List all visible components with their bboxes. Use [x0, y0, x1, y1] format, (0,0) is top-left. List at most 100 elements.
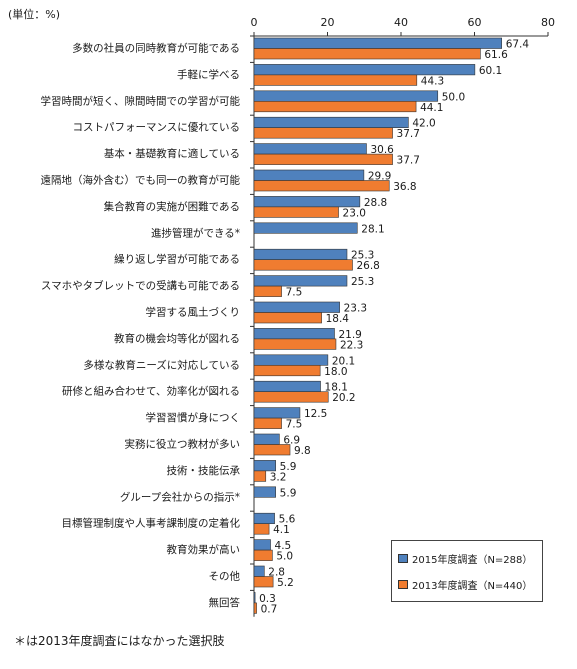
- bar-2015: [253, 275, 348, 287]
- x-tick-label: 40: [394, 16, 408, 29]
- data-label-2013: 44.3: [421, 75, 444, 87]
- bar-2015: [253, 301, 340, 313]
- data-label-2015: 23.3: [344, 303, 367, 315]
- bar-2013: [253, 444, 291, 456]
- data-label-2015: 2.8: [268, 567, 285, 579]
- category-label: 進捗管理ができる*: [151, 226, 240, 239]
- bar-2013: [253, 101, 417, 113]
- bar-2013: [253, 259, 353, 271]
- data-label-2015: 5.6: [279, 514, 296, 526]
- data-label-2015: 60.1: [479, 65, 502, 77]
- category-label: 多様な教育ニーズに対応している: [83, 358, 240, 371]
- x-tick-label: 80: [541, 16, 555, 29]
- data-label-2013: 61.6: [484, 49, 508, 61]
- category-label: 繰り返し学習が可能である: [114, 253, 240, 266]
- bar-2015: [253, 539, 271, 551]
- data-label-2015: 67.4: [506, 39, 530, 51]
- data-label-2015: 28.8: [364, 197, 387, 209]
- data-label-2015: 20.1: [332, 355, 355, 367]
- category-label: 目標管理制度や人事考課制度の定着化: [62, 517, 241, 530]
- x-tick-label: 60: [468, 16, 482, 29]
- category-label: その他: [209, 570, 241, 583]
- bar-2015: [253, 565, 265, 577]
- bar-2013: [253, 576, 274, 588]
- legend-item-2013: 2013年度調査（N=440）: [398, 577, 532, 592]
- data-label-2015: 4.5: [275, 540, 292, 552]
- legend-label-2013: 2013年度調査（N=440）: [412, 581, 533, 592]
- bar-2015: [253, 90, 439, 102]
- bar-2015: [253, 328, 335, 340]
- bar-2015: [253, 64, 476, 76]
- category-label: 基本・基礎教育に適している: [104, 147, 240, 160]
- category-label: 集合教育の実施が困難である: [104, 200, 240, 213]
- bar-2013: [253, 48, 481, 60]
- category-label: 実務に役立つ教材が多い: [125, 438, 241, 451]
- data-label-2013: 5.0: [276, 551, 293, 563]
- legend-item-2015: 2015年度調査（N=288）: [398, 551, 532, 566]
- category-label: 無回答: [209, 596, 241, 609]
- data-label-2013: 7.5: [286, 287, 303, 299]
- bar-2015: [253, 433, 280, 445]
- footnote: ＊は2013年度調査にはなかった選択肢: [14, 634, 225, 648]
- data-label-2013: 22.3: [340, 339, 363, 351]
- x-tick-label: 0: [251, 16, 258, 29]
- bar-2015: [253, 486, 276, 498]
- data-label-2015: 50.0: [442, 91, 465, 103]
- data-label-2015: 25.3: [351, 250, 374, 262]
- category-label: スマホやタブレットでの受講も可能である: [41, 279, 240, 292]
- data-label-2013: 3.2: [270, 471, 287, 483]
- legend: 2015年度調査（N=288） 2013年度調査（N=440）: [391, 540, 543, 602]
- legend-swatch-2015: [398, 554, 408, 563]
- category-label: 遠隔地（海外含む）でも同一の教育が可能: [41, 174, 241, 187]
- x-tick-label: 20: [321, 16, 335, 29]
- data-label-2015: 29.9: [368, 171, 391, 183]
- data-label-2015: 12.5: [304, 408, 327, 420]
- bar-2015: [253, 196, 361, 208]
- bar-2013: [253, 602, 257, 614]
- category-label: 教育の機会均等化が図れる: [114, 332, 240, 345]
- data-label-2013: 4.1: [273, 524, 290, 536]
- category-label: 手軽に学べる: [177, 68, 240, 81]
- bar-2015: [253, 222, 358, 234]
- bar-2013: [253, 364, 321, 377]
- bar-2013: [253, 127, 393, 139]
- bar-2013: [253, 338, 337, 350]
- data-label-2015: 0.3: [259, 593, 276, 605]
- data-label-2015: 5.9: [280, 487, 297, 499]
- data-label-2013: 37.7: [397, 128, 420, 140]
- data-label-2015: 6.9: [283, 435, 300, 447]
- legend-label-2015: 2015年度調査（N=288）: [412, 555, 533, 566]
- bar-2015: [253, 248, 348, 260]
- data-label-2013: 18.0: [324, 366, 347, 378]
- category-label: コストパフォーマンスに優れている: [73, 121, 240, 134]
- data-label-2013: 7.5: [286, 419, 303, 431]
- data-label-2013: 9.8: [294, 445, 311, 457]
- bar-2013: [253, 180, 390, 192]
- bar-2015: [253, 116, 409, 128]
- bar-2013: [253, 74, 418, 86]
- bar-2013: [253, 206, 339, 218]
- category-label: 学習する風土づくり: [146, 306, 241, 319]
- category-label: 学習時間が短く、隙間時間での学習が可能: [41, 94, 241, 107]
- bar-2013: [253, 391, 329, 403]
- data-label-2015: 5.9: [280, 461, 297, 473]
- bar-2013: [253, 285, 282, 297]
- category-label: 技術・技能伝承: [167, 464, 241, 477]
- bar-2015: [253, 143, 367, 155]
- bar-2015: [253, 592, 256, 604]
- data-label-2013: 37.7: [397, 155, 420, 167]
- bar-2015: [253, 380, 321, 393]
- data-label-2015: 30.6: [370, 144, 394, 156]
- bar-2015: [253, 407, 301, 419]
- data-label-2013: 20.2: [332, 392, 355, 404]
- data-label-2013: 36.8: [393, 181, 416, 193]
- data-label-2013: 0.7: [261, 603, 278, 615]
- bar-2015: [253, 460, 276, 472]
- data-label-2015: 18.1: [325, 382, 348, 394]
- data-label-2013: 5.2: [277, 577, 294, 589]
- bar-2015: [253, 354, 329, 366]
- bar-2013: [253, 549, 273, 561]
- data-label-2013: 26.8: [356, 260, 379, 272]
